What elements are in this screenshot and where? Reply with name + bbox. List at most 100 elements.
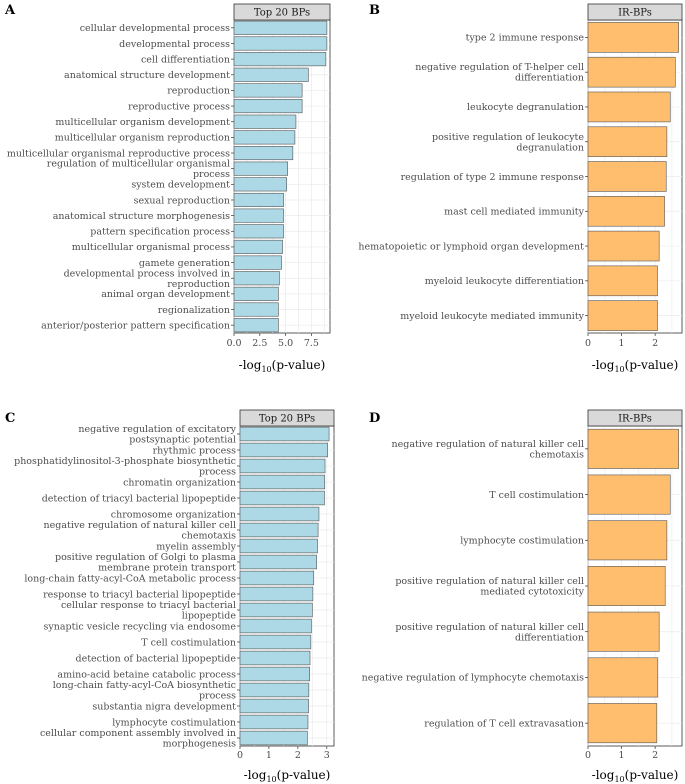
category-label: substantia nigra development — [92, 701, 236, 712]
strip-title: IR-BPs — [618, 8, 652, 19]
bar — [239, 586, 314, 602]
x-axis-label: -log10(p-value) — [592, 768, 679, 784]
category-label: long-chain fatty-acyl-CoA biosynthetic pr… — [53, 680, 236, 702]
bar — [587, 474, 671, 515]
bar — [233, 114, 297, 129]
strip-header — [587, 409, 683, 427]
category-label: positive regulation of leukocyte degranul… — [432, 132, 584, 154]
strip-title: Top 20 BPs — [259, 414, 315, 425]
bar — [587, 22, 679, 53]
category-label: cellular response to triacyl bacterial li… — [61, 600, 236, 622]
category-label: multicellular organismal reproductive pr… — [7, 148, 230, 159]
bar — [233, 286, 279, 301]
bar — [233, 99, 303, 114]
bar — [239, 666, 311, 682]
bar — [239, 538, 318, 554]
strip-title: IR-BPs — [618, 414, 652, 425]
bar — [233, 67, 309, 82]
bar — [233, 36, 328, 51]
bar — [233, 318, 279, 333]
bar — [239, 650, 311, 666]
panel-a: A Top 20 BPs cellular developmental proces… — [4, 3, 331, 374]
category-label: long-chain fatty-acyl-CoA metabolic proc… — [24, 573, 236, 584]
category-label: reproductive process — [128, 101, 230, 112]
category-label: positive regulation of natural killer ce… — [395, 622, 584, 644]
bar — [239, 698, 309, 714]
bar — [233, 224, 284, 239]
bar — [239, 522, 319, 538]
x-tick-label: 2 — [295, 750, 301, 761]
category-label: positive regulation of natural killer ce… — [395, 576, 584, 598]
bar — [587, 56, 676, 88]
category-label: mast cell mediated immunity — [444, 207, 585, 218]
bar — [587, 230, 660, 262]
strip-header — [239, 409, 335, 427]
bar — [233, 161, 288, 176]
bar — [239, 426, 330, 442]
category-label: synaptic vesicle recycling via endosome — [43, 621, 236, 632]
bar — [239, 554, 317, 570]
bar — [233, 302, 279, 317]
plot-area — [233, 19, 331, 334]
bar — [587, 126, 668, 157]
bar — [587, 611, 660, 652]
bar — [239, 714, 309, 730]
bar — [587, 657, 659, 698]
x-tick-label: 1 — [619, 750, 625, 761]
category-label: chromatin organization — [123, 477, 236, 488]
panel-d: D IR-BPs negative regulation of natural ki… — [362, 409, 683, 784]
category-label: multicellular organism development — [55, 117, 230, 128]
x-tick-label: 5.0 — [278, 338, 293, 349]
bar — [239, 458, 326, 474]
x-tick-label: 0 — [585, 750, 591, 761]
category-label: cellular developmental process — [80, 23, 230, 34]
strip-header — [233, 3, 331, 21]
category-label: chromosome organization — [111, 509, 236, 520]
strip-header — [587, 3, 683, 21]
category-label: lymphocyte costimulation — [460, 536, 584, 547]
panel-b: B IR-BPs type 2 immune response negative re… — [358, 3, 683, 374]
x-tick-label: 3 — [324, 750, 330, 761]
bar — [233, 255, 282, 270]
category-label: developmental process — [119, 39, 230, 50]
x-tick-label: 0 — [585, 338, 591, 349]
category-label: negative regulation of lymphocyte chemot… — [362, 673, 585, 684]
category-label: regionalization — [158, 305, 230, 316]
x-tick-label: 2 — [652, 338, 658, 349]
bar — [239, 490, 325, 506]
bar — [587, 520, 668, 561]
bar — [233, 239, 283, 254]
panel-letter: C — [5, 411, 15, 426]
x-tick-label: 0.0 — [226, 338, 241, 349]
category-label: cellular component assembly involved in m… — [40, 728, 236, 750]
bar — [587, 300, 658, 331]
bar — [239, 730, 308, 746]
bar — [239, 506, 320, 522]
category-label: detection of bacterial lipopeptide — [76, 653, 237, 664]
bar — [587, 265, 658, 297]
category-label: developmental process involved in reprodu… — [64, 268, 230, 290]
category-label: system development — [131, 180, 230, 191]
plot-area — [239, 425, 335, 747]
category-label: lymphocyte costimulation — [112, 717, 236, 728]
panel-letter: B — [369, 3, 380, 18]
category-label: negative regulation of excitatory postsyn… — [78, 424, 236, 446]
category-label: animal organ development — [101, 289, 230, 300]
bar — [239, 618, 312, 634]
category-label: T cell costimulation — [141, 637, 236, 648]
bar — [239, 570, 315, 586]
strip-title: Top 20 BPs — [254, 8, 310, 19]
x-tick-label: 2 — [652, 750, 658, 761]
bar — [233, 130, 296, 145]
category-label: regulation of multicellular organismal pr… — [47, 159, 230, 181]
category-label: regulation of T cell extravasation — [424, 718, 584, 729]
category-label: positive regulation of Golgi to plasma me… — [55, 552, 236, 574]
bar — [233, 52, 327, 67]
x-tick-label: 1 — [619, 338, 625, 349]
bar — [233, 271, 280, 286]
bar — [233, 192, 284, 208]
category-label: cell differentiation — [141, 54, 230, 65]
bar — [239, 682, 310, 698]
bar — [233, 177, 287, 192]
